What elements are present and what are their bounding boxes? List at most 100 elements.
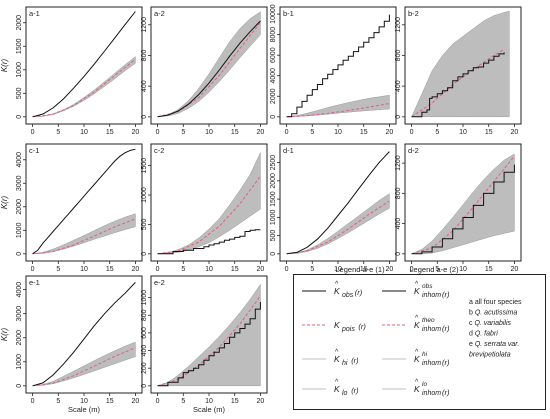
hat-symbol: ^ xyxy=(415,315,419,322)
x-tick-label: 20 xyxy=(257,266,265,273)
y-tick-label: 800 xyxy=(395,50,402,62)
observed-line xyxy=(157,302,261,387)
y-tick-label: 2000 xyxy=(16,15,23,31)
y-tick-label: 1500 xyxy=(141,158,148,174)
y-tick-label: 3000 xyxy=(16,306,23,322)
argument: (r) xyxy=(442,388,450,397)
argument: (r) xyxy=(442,290,450,299)
panel-frame xyxy=(25,143,143,262)
observed-line xyxy=(286,151,390,255)
theoretical-line xyxy=(32,218,136,255)
x-tick-label: 5 xyxy=(310,266,314,273)
y-tick-label: 0 xyxy=(16,252,23,256)
x-tick-label: 5 xyxy=(435,266,439,273)
y-tick-label: 400 xyxy=(395,80,402,92)
theoretical-line xyxy=(32,59,136,118)
superscript: hi xyxy=(422,351,428,358)
x-tick-label: 5 xyxy=(435,129,439,136)
x-tick-label: 0 xyxy=(156,266,160,273)
legend-entry-label: ^K obs inhom (r) xyxy=(414,281,450,299)
x-tick-label: 0 xyxy=(156,398,160,405)
subscript: pois xyxy=(341,326,355,333)
panel-c-2: 0 5 10 15 20 0 500 1000 1500 c-2 xyxy=(141,143,268,273)
y-axis-label: K(r) xyxy=(0,59,9,73)
y-tick-label: 1500 xyxy=(270,191,277,207)
panel-label: d-2 xyxy=(408,146,419,155)
y-tick-label: 1200 xyxy=(141,17,148,33)
x-tick-label: 5 xyxy=(181,129,185,136)
hat-symbol: ^ xyxy=(415,379,419,386)
y-axis-label: K(r) xyxy=(0,196,9,210)
y-tick-label: 4000 xyxy=(16,282,23,298)
x-tick-label: 15 xyxy=(106,398,114,405)
x-tick-label: 20 xyxy=(132,398,140,405)
argument: (r) xyxy=(351,386,359,395)
panel-frame xyxy=(25,6,143,125)
species-entry: a all four species xyxy=(469,299,522,306)
subscript: lo xyxy=(342,390,348,397)
x-tick-label: 10 xyxy=(334,266,342,273)
x-tick-label: 10 xyxy=(205,398,213,405)
x-tick-label: 5 xyxy=(56,129,60,136)
envelope-band xyxy=(157,283,261,387)
y-tick-label: 1000 xyxy=(270,209,277,225)
observed-line xyxy=(411,164,515,255)
y-tick-label: 600 xyxy=(141,327,148,339)
panel-d-1: 0 5 10 15 20 0 500 1000 1500 2000 2500 d-1 xyxy=(270,143,397,273)
y-tick-label: 500 xyxy=(16,87,23,99)
k-symbol: K xyxy=(334,384,340,394)
x-tick-label: 20 xyxy=(257,398,265,405)
y-tick-label: 0 xyxy=(141,115,148,119)
y-tick-label: 2000 xyxy=(270,88,277,104)
y-tick-label: 2000 xyxy=(16,199,23,215)
y-tick-label: 1000 xyxy=(141,187,148,203)
legend-title-2: Legend a-e (2) xyxy=(409,265,459,274)
y-tick-label: 2000 xyxy=(16,330,23,346)
y-tick-label: 10000 xyxy=(270,4,277,24)
panel-a-2: 0 5 10 15 20 0 400 800 1200 a-2 xyxy=(141,6,268,136)
argument: (r) xyxy=(355,288,363,297)
x-tick-label: 10 xyxy=(80,129,88,136)
hat-symbol: ^ xyxy=(415,281,419,288)
y-tick-label: 200 xyxy=(141,362,148,374)
y-tick-label: 3000 xyxy=(16,175,23,191)
hat-symbol: ^ xyxy=(335,349,339,356)
y-tick-label: 1000 xyxy=(141,290,148,306)
subscript: inhom xyxy=(422,326,441,333)
legend-title-1: Legend a-e (1) xyxy=(335,265,385,274)
y-tick-label: 1000 xyxy=(16,354,23,370)
y-tick-label: 0 xyxy=(270,252,277,256)
envelope-band xyxy=(411,10,510,118)
x-tick-label: 15 xyxy=(231,129,239,136)
y-tick-label: 800 xyxy=(141,309,148,321)
envelope-band xyxy=(286,94,390,118)
x-tick-label: 20 xyxy=(386,129,394,136)
y-tick-label: 800 xyxy=(395,187,402,199)
subscript: inhom xyxy=(422,292,441,299)
x-tick-label: 15 xyxy=(231,398,239,405)
y-tick-label: 8000 xyxy=(270,27,277,43)
y-tick-label: 800 xyxy=(141,50,148,62)
x-tick-label: 0 xyxy=(410,129,414,136)
y-tick-label: 500 xyxy=(141,218,148,230)
panel-b-1: 0 5 10 15 20 0 2000 4000 6000 8000 10000 b-1 xyxy=(270,4,397,136)
panel-e-1: 0 5 10 15 20 0 1000 2000 3000 4000 e-1 K(r) Scale (m… xyxy=(0,275,143,414)
y-tick-label: 4000 xyxy=(270,68,277,84)
envelope-band xyxy=(32,341,136,387)
k-symbol: K xyxy=(334,320,340,330)
y-tick-label: 1200 xyxy=(395,17,402,33)
x-tick-label: 15 xyxy=(231,266,239,273)
panel-c-1: 0 5 10 15 20 0 1000 2000 3000 4000 c-1 K(r) xyxy=(0,143,143,273)
y-tick-label: 0 xyxy=(395,115,402,119)
x-tick-label: 10 xyxy=(80,398,88,405)
hat-symbol: ^ xyxy=(335,379,339,386)
x-tick-label: 20 xyxy=(132,129,140,136)
observed-line xyxy=(157,229,261,255)
y-tick-label: 0 xyxy=(16,115,23,119)
y-axis-label: K(r) xyxy=(0,328,9,342)
panel-label: c-1 xyxy=(29,146,39,155)
x-tick-label: 15 xyxy=(106,266,114,273)
y-tick-label: 400 xyxy=(141,80,148,92)
